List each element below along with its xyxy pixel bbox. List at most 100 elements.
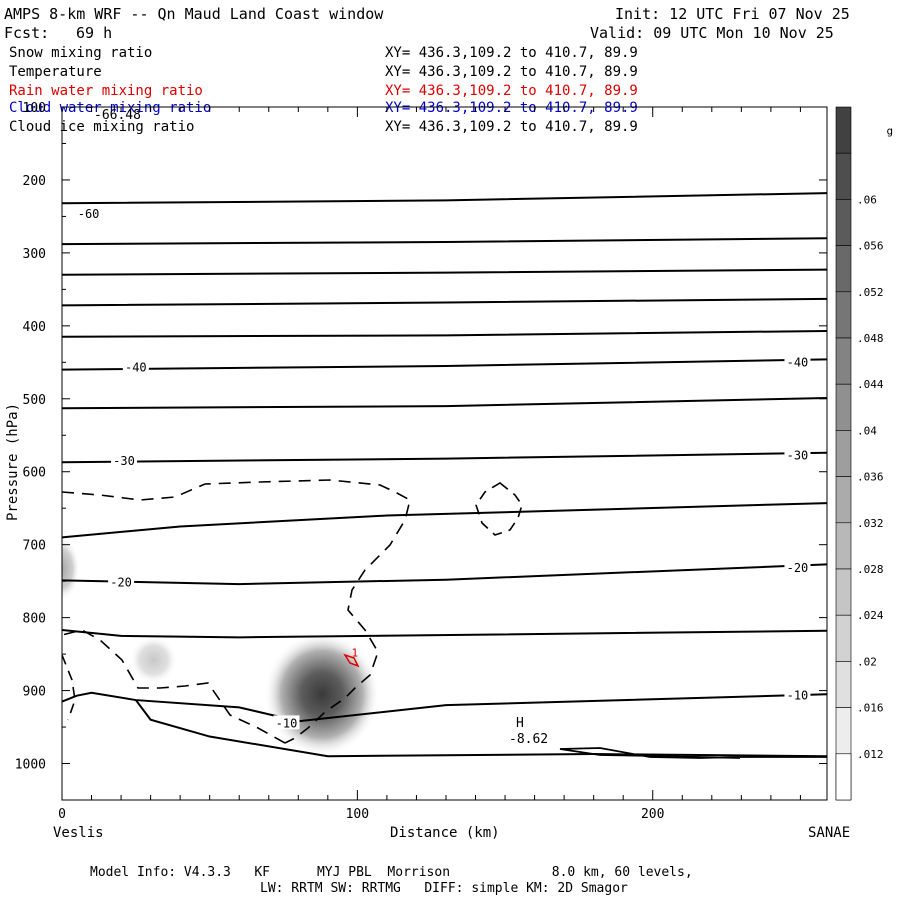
colorbar-label: .048 — [857, 332, 884, 345]
snow-region — [62, 536, 80, 601]
x-axis-title: Distance (km) — [390, 825, 500, 841]
colorbar-swatch — [835, 753, 852, 801]
field-xy: XY= 436.3,109.2 to 410.7, 89.9 — [385, 45, 638, 61]
y-tick-label: 1000 — [15, 758, 46, 773]
colorbar-label: .016 — [857, 702, 884, 715]
temperature-contour — [62, 563, 827, 586]
colorbar-label: .06 — [857, 193, 877, 206]
y-tick-label: 800 — [23, 612, 46, 627]
colorbar-swatch — [835, 383, 852, 431]
temperature-contour — [62, 192, 827, 205]
forecast-label: Fcst: — [4, 24, 50, 42]
temperature-contour — [62, 268, 827, 276]
y-tick-label: 100 — [23, 101, 46, 116]
colorbar-label: .052 — [857, 286, 884, 299]
colorbar-swatch — [835, 430, 852, 477]
contour-label-bg — [784, 354, 811, 369]
snow-region — [263, 632, 380, 757]
colorbar-unit: g kg-1 — [860, 104, 900, 156]
rain-contour-label: 1 — [351, 646, 358, 659]
cloud-ice-contour — [62, 629, 286, 744]
field-name: Cloud ice mixing ratio — [9, 119, 195, 135]
field-name: Temperature — [9, 64, 102, 80]
field-name: Snow mixing ratio — [9, 45, 153, 61]
colorbar-swatch — [835, 152, 852, 200]
snow-region — [129, 635, 178, 684]
field-xy: XY= 436.3,109.2 to 410.7, 89.9 — [385, 100, 638, 116]
x-tick-label: 100 — [346, 807, 369, 822]
colorbar-label: .04 — [857, 424, 877, 437]
cloud-ice-contour — [62, 654, 76, 721]
colorbar-swatch — [835, 661, 852, 708]
colorbar-swatch — [835, 199, 852, 246]
high-value: -8.62 — [509, 732, 549, 747]
field-xy: XY= 436.3,109.2 to 410.7, 89.9 — [385, 83, 638, 99]
y-tick-label: 600 — [23, 466, 46, 481]
colorbar-swatch — [835, 337, 852, 385]
contour-label: -30 — [787, 449, 809, 463]
contour-label: -40 — [125, 360, 147, 374]
min-temperature-label: -66.48 — [94, 108, 141, 123]
contour-label: -10 — [787, 689, 809, 703]
contour-label-bg — [122, 359, 149, 374]
colorbar-swatch — [835, 522, 852, 570]
contour-label-bg — [111, 452, 138, 467]
temperature-contour — [62, 629, 827, 639]
contour-label: -20 — [110, 576, 132, 590]
x-end-label: SANAE — [808, 825, 851, 841]
field-name: Rain water mixing ratio — [9, 83, 203, 99]
colorbar-swatch — [835, 106, 852, 154]
colorbar-label: .044 — [857, 378, 884, 391]
y-tick-label: 900 — [23, 685, 46, 700]
contour-label-bg — [108, 574, 135, 589]
cloud-ice-contour — [475, 482, 523, 536]
field-xy: XY= 436.3,109.2 to 410.7, 89.9 — [385, 64, 638, 80]
chart-title: AMPS 8-km WRF -- Qn Maud Land Coast wind… — [4, 5, 384, 23]
temperature-contour — [559, 747, 827, 759]
init-time: Init: 12 UTC Fri 07 Nov 25 — [615, 5, 850, 23]
colorbar-swatch — [835, 291, 852, 339]
x-tick-label: 200 — [641, 807, 664, 822]
colorbar-label: .024 — [857, 609, 884, 622]
colorbar-label: .032 — [857, 517, 884, 530]
x-start-label: Veslis — [53, 825, 104, 841]
y-tick-label: 200 — [23, 174, 46, 189]
colorbar-label: .056 — [857, 240, 884, 253]
plot-frame — [61, 106, 828, 801]
contour-label: -60 — [78, 207, 100, 221]
colorbar-swatch — [835, 568, 852, 616]
field-xy: XY= 436.3,109.2 to 410.7, 89.9 — [385, 119, 638, 135]
contour-label: -20 — [787, 561, 809, 575]
colorbar-unit-text: g kg — [886, 124, 900, 138]
colorbar-swatch — [835, 245, 852, 293]
temperature-contour — [62, 358, 827, 371]
temperature-contour — [62, 297, 827, 307]
contour-label: -40 — [787, 355, 809, 369]
temperature-contour — [62, 502, 827, 539]
colorbar-label: .012 — [857, 748, 884, 761]
contour-label: -30 — [113, 454, 135, 468]
contour-label-bg — [784, 687, 811, 702]
temperature-contour — [62, 691, 827, 723]
colorbar-swatch — [835, 614, 852, 662]
colorbar-label: .028 — [857, 563, 884, 576]
y-tick-label: 300 — [23, 247, 46, 262]
x-tick-label: 0 — [58, 807, 66, 822]
colorbar-label: .02 — [857, 655, 877, 668]
temperature-contour — [62, 397, 827, 410]
cloud-ice-contour — [62, 479, 411, 744]
contour-label-bg — [784, 447, 811, 462]
y-axis-title: Pressure (hPa) — [5, 402, 21, 521]
colorbar-label: .036 — [857, 471, 884, 484]
model-info: Model Info: V4.3.3 KF MYJ PBL Morrison 8… — [90, 865, 693, 880]
contour-label-bg — [273, 715, 300, 730]
temperature-contour — [62, 451, 827, 464]
colorbar-swatch — [835, 476, 852, 524]
y-tick-label: 400 — [23, 320, 46, 335]
high-marker: H — [516, 716, 524, 731]
contour-label: -10 — [276, 716, 298, 730]
temperature-contour — [62, 329, 827, 338]
contour-label-bg — [784, 560, 811, 575]
model-info-physics: LW: RRTM SW: RRTMG DIFF: simple KM: 2D S… — [260, 881, 628, 896]
